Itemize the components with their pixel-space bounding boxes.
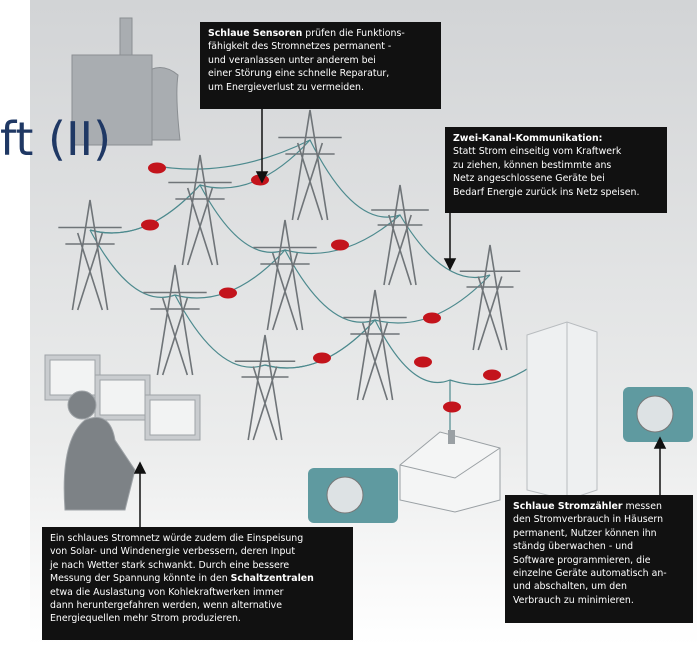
text: und veranlassen unter anderem bei [208,54,376,66]
wire [149,139,491,279]
meter-callout: Schlaue Stromzähler messen den Stromverbr… [505,495,693,623]
text: permanent, Nutzer können ihn [513,527,657,539]
text-line: den Stromverbrauch in Häusern [513,513,685,526]
text: zu ziehen, können bestimmte ans [453,159,612,171]
text-line: Bedarf Energie zurück ins Netz speisen. [453,186,659,199]
sensor-dot [443,401,461,413]
sensors [141,162,501,413]
skyscraper [526,321,598,501]
text-line: Zwei-Kanal-Kommunikation: [453,132,659,145]
text-line: und abschalten, um den [513,580,685,593]
tower [168,154,232,266]
text-line: einer Störung eine schnelle Reparatur, [208,67,433,80]
text: je nach Wetter stark schwankt. Durch ein… [50,559,290,571]
sensor-dot [423,312,441,324]
power-plant [71,17,181,146]
sensor-dot [331,239,349,251]
tower [58,199,122,311]
tower [459,244,521,351]
sensor-dot [219,287,237,299]
text-line: Ein schlaues Stromnetz würde zudem die E… [50,532,345,545]
text-line: Netz angeschlossene Geräte bei [453,172,659,185]
sensor-callout: Schlaue Sensoren prüfen die Funktions-fä… [200,22,441,109]
sensor-dot [313,352,331,364]
text-line: Verbrauch zu minimieren. [513,594,685,607]
control-room [44,354,201,511]
tower [343,289,407,401]
text-line: fähigkeit des Stromnetzes permanent - [208,40,433,53]
towers [58,109,521,441]
text: einer Störung eine schnelle Reparatur, [208,68,390,80]
text: Netz angeschlossene Geräte bei [453,173,605,185]
text-line: um Energieverlust zu vermeiden. [208,81,433,94]
bold-text: Schlaue Sensoren [208,28,303,39]
text: den Stromverbrauch in Häusern [513,514,664,526]
grid-callout: Ein schlaues Stromnetz würde zudem die E… [42,527,353,640]
tower [371,184,429,286]
text: messen [622,501,662,512]
text: einzelne Geräte automatisch an- [513,568,667,580]
text: Messung der Spannung könnte in den [50,573,231,585]
sensor-dot [414,356,432,368]
text: Statt Strom einseitig vom Kraftwerk [453,146,622,158]
wire [89,229,491,324]
text-line: Schlaue Sensoren prüfen die Funktions- [208,27,433,40]
text: prüfen die Funktions- [302,28,405,39]
text: dann heruntergefahren werden, wenn alter… [50,600,282,612]
text-line: permanent, Nutzer können ihn [513,527,685,540]
text-line: von Solar- und Windenergie verbessern, d… [50,545,345,558]
tower [143,264,207,376]
pointer-arrows [133,108,667,527]
text: Verbrauch zu minimieren. [513,594,634,606]
tower [234,334,296,441]
text-line: Schlaue Stromzähler messen [513,500,685,513]
tower [253,219,317,331]
slide-title: ft (II) [0,112,112,166]
text: von Solar- und Windenergie verbessern, d… [50,546,296,558]
text-line: Messung der Spannung könnte in den Schal… [50,572,345,585]
text-line: zu ziehen, können bestimmte ans [453,159,659,172]
text: um Energieverlust zu vermeiden. [208,81,364,93]
text-line: Energiequellen mehr Strom produzieren. [50,612,345,625]
text-line: Software programmieren, die [513,554,685,567]
text-line: Statt Strom einseitig vom Kraftwerk [453,145,659,158]
text: und abschalten, um den [513,581,627,593]
text: Ein schlaues Stromnetz würde zudem die E… [50,533,304,544]
sensor-dot [483,369,501,381]
text-line: und veranlassen unter anderem bei [208,54,433,67]
sensor-dot [141,219,159,231]
text-line: dann heruntergefahren werden, wenn alter… [50,599,345,612]
text-line: ständg überwachen - und [513,540,685,553]
text-line: etwa die Auslastung von Kohlekraftwerken… [50,586,345,599]
tower [278,109,342,221]
bold-text: Zwei-Kanal-Kommunikation: [453,133,603,144]
text-line: je nach Wetter stark schwankt. Durch ein… [50,559,345,572]
text-line: einzelne Geräte automatisch an- [513,567,685,580]
communication-callout: Zwei-Kanal-Kommunikation: Statt Strom ein… [445,127,667,213]
sensor-dot [148,162,166,174]
meters [308,387,693,523]
text: fähigkeit des Stromnetzes permanent - [208,41,392,53]
text: etwa die Auslastung von Kohlekraftwerken… [50,586,284,598]
text: Software programmieren, die [513,554,651,566]
bold-text: Schaltzentralen [230,573,314,585]
text: ständg überwachen - und [513,541,634,553]
text: Bedarf Energie zurück ins Netz speisen. [453,186,640,198]
bold-text: Schlaue Stromzähler [513,501,623,512]
text: Energiequellen mehr Strom produzieren. [50,613,241,625]
house [399,430,501,513]
